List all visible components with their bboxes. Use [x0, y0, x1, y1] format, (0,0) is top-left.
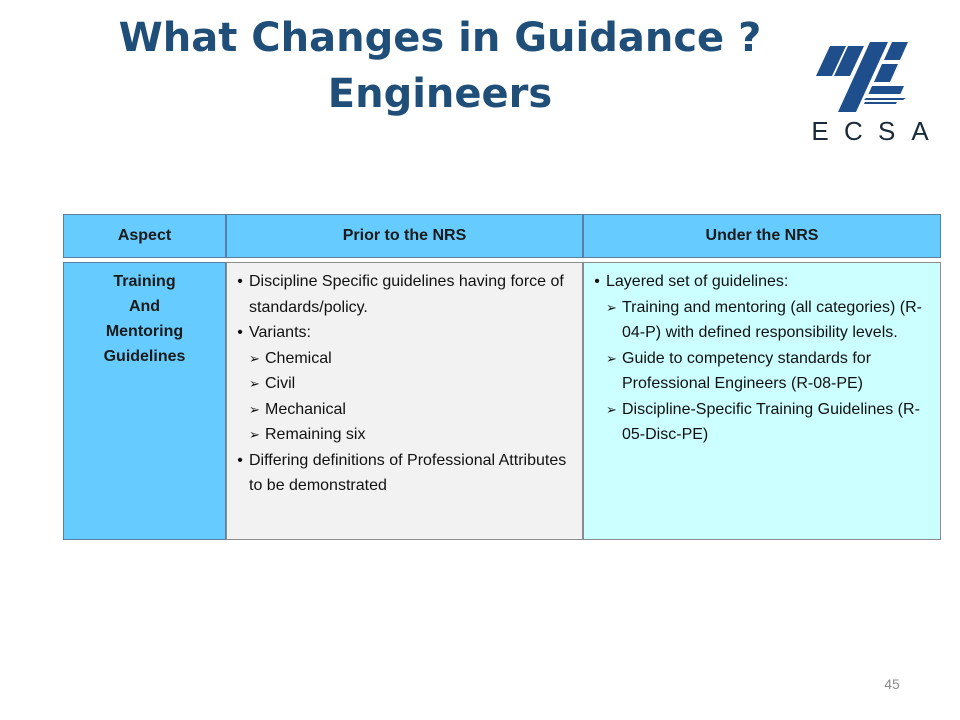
- bullet-item: • Variants:: [231, 320, 576, 346]
- aspect-line: And: [128, 298, 161, 315]
- arrow-bullet-icon: ➢: [249, 427, 260, 442]
- bullet-text: Differing definitions of Professional At…: [249, 451, 567, 495]
- sub-bullet-text: Mechanical: [265, 400, 346, 418]
- bullet-text: Layered set of guidelines:: [606, 273, 789, 290]
- sub-bullet-text: Discipline-Specific Training Guidelines …: [622, 400, 920, 444]
- bullet-dot-icon: •: [237, 273, 243, 290]
- aspect-line: Training: [113, 273, 176, 290]
- logo-letter-a: A: [911, 116, 929, 146]
- page-number: 45: [884, 676, 900, 692]
- arrow-bullet-icon: ➢: [606, 299, 617, 315]
- bullet-dot-icon: •: [237, 324, 243, 341]
- arrow-bullet-icon: ➢: [606, 350, 617, 366]
- bullet-text: Variants:: [249, 324, 311, 341]
- title-line-2: Engineers: [327, 71, 553, 117]
- sub-bullet-text: Chemical: [265, 349, 332, 367]
- bullet-text: Discipline Specific guidelines having fo…: [249, 273, 564, 316]
- sub-bullet-text: Guide to competency standards for Profes…: [622, 349, 872, 393]
- logo-letter-e: E: [811, 116, 829, 146]
- logo-letter-s: S: [877, 116, 896, 146]
- header-aspect: Aspect: [63, 214, 226, 258]
- comparison-table: Aspect Prior to the NRS Under the NRS Tr…: [63, 214, 941, 540]
- aspect-line: Mentoring: [105, 323, 184, 340]
- sub-bullet-item: ➢ Civil: [231, 371, 576, 397]
- bullet-item: • Discipline Specific guidelines having …: [231, 269, 576, 320]
- arrow-bullet-icon: ➢: [249, 350, 260, 366]
- bullet-item: • Layered set of guidelines:: [588, 269, 934, 295]
- arrow-bullet-icon: ➢: [249, 376, 260, 391]
- sub-bullet-text: Remaining six: [265, 426, 366, 443]
- sub-bullet-item: ➢ Chemical: [231, 346, 576, 372]
- logo-letters: E C S A: [808, 116, 932, 147]
- arrow-bullet-icon: ➢: [249, 401, 260, 417]
- sub-bullet-text: Training and mentoring (all categories) …: [622, 298, 922, 342]
- sub-bullet-item: ➢ Discipline-Specific Training Guideline…: [588, 397, 934, 448]
- sub-bullet-item: ➢ Remaining six: [231, 422, 576, 448]
- bullet-item: • Differing definitions of Professional …: [231, 448, 576, 499]
- sub-bullet-item: ➢ Training and mentoring (all categories…: [588, 295, 934, 346]
- under-cell: • Layered set of guidelines: ➢ Training …: [583, 262, 941, 540]
- logo-letter-c: C: [843, 116, 863, 146]
- ecsa-logo-icon: [816, 42, 908, 112]
- aspect-cell: Training And Mentoring Guidelines: [63, 262, 226, 540]
- ecsa-logo: E C S A: [808, 42, 932, 146]
- header-prior: Prior to the NRS: [226, 214, 583, 258]
- sub-bullet-text: Civil: [265, 375, 296, 392]
- bullet-dot-icon: •: [237, 451, 243, 469]
- bullet-dot-icon: •: [594, 273, 600, 290]
- aspect-line: Guidelines: [103, 348, 186, 365]
- prior-cell: • Discipline Specific guidelines having …: [226, 262, 583, 540]
- header-under: Under the NRS: [583, 214, 941, 258]
- sub-bullet-item: ➢ Mechanical: [231, 397, 576, 423]
- title-line-1: What Changes in Guidance ?: [118, 15, 762, 61]
- sub-bullet-item: ➢ Guide to competency standards for Prof…: [588, 346, 934, 397]
- arrow-bullet-icon: ➢: [606, 401, 617, 417]
- slide-title: What Changes in Guidance ? Engineers: [60, 10, 820, 122]
